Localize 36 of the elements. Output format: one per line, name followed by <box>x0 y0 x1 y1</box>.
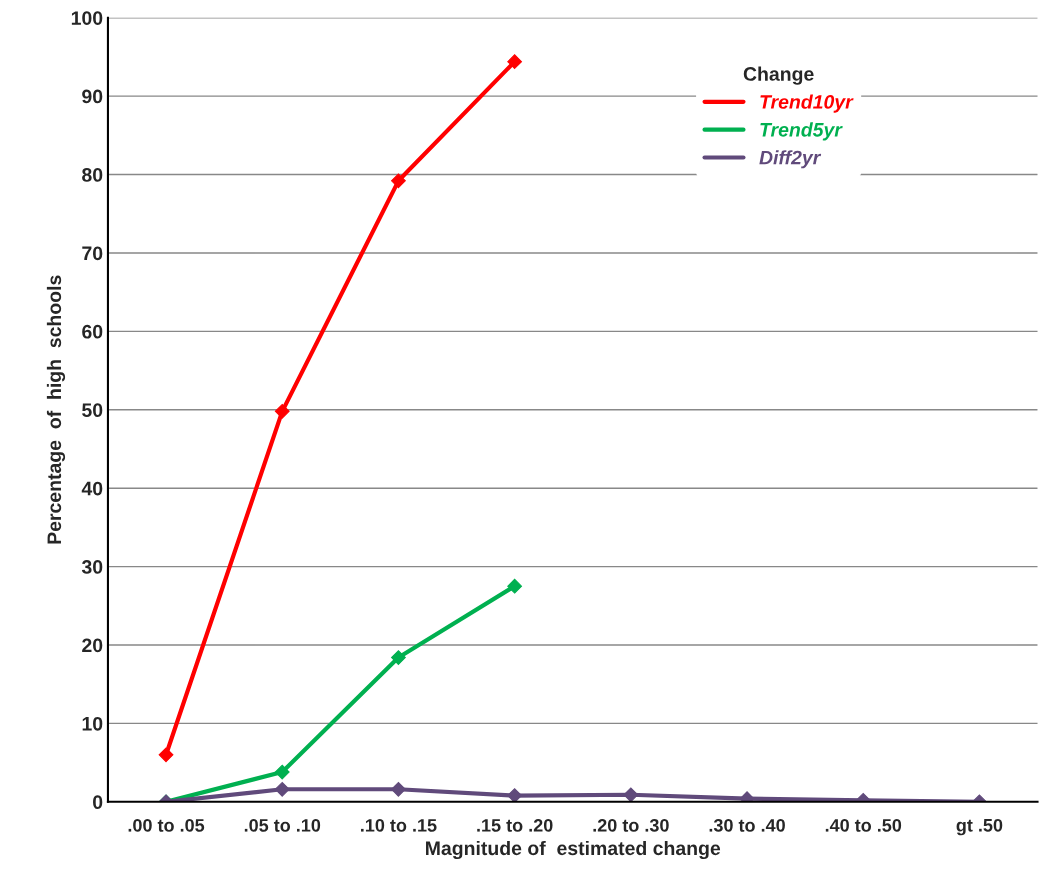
point <box>158 747 174 763</box>
point <box>623 787 639 802</box>
x-tick-label: .40 to .50 <box>825 818 902 832</box>
x-tick-label: .30 to .40 <box>709 818 785 832</box>
y-tick-label: 80 <box>82 168 103 182</box>
legend-label: Diff2yr <box>759 150 822 169</box>
y-tick-label: 70 <box>82 246 103 261</box>
x-tick-label: .20 to .30 <box>593 818 669 832</box>
x-tick-label: .15 to .20 <box>477 818 553 832</box>
point <box>507 788 523 802</box>
legend-label: Trend10yr <box>760 94 854 113</box>
x-axis-title: Magnitude of estimated change <box>426 840 721 860</box>
x-tick-label: .05 to .10 <box>244 818 321 832</box>
y-tick-label: 50 <box>82 403 103 418</box>
y-tick-label: 10 <box>82 716 103 731</box>
y-tick-label: 90 <box>82 89 103 104</box>
point <box>391 173 406 189</box>
y-tick-label: 100 <box>71 11 103 25</box>
point <box>274 403 290 419</box>
x-tick-label: gt .50 <box>956 818 1003 836</box>
point <box>507 578 523 594</box>
point <box>507 54 523 70</box>
x-tick-label: .00 to .05 <box>128 818 205 832</box>
point <box>391 650 406 665</box>
y-tick-label: 60 <box>82 324 103 339</box>
y-tick-label: 30 <box>81 560 103 574</box>
y-tick-label: 0 <box>93 795 103 810</box>
point <box>274 781 290 797</box>
x-tick-label: .10 to .15 <box>361 818 437 832</box>
legend-title: Change <box>743 66 814 85</box>
y-tick-label: 40 <box>81 481 103 496</box>
point <box>274 764 290 780</box>
legend-label: Trend5yr <box>760 122 843 141</box>
y-axis-title: Percentage of high schools <box>46 275 66 544</box>
y-tick-label: 20 <box>82 638 103 653</box>
point <box>391 781 406 797</box>
